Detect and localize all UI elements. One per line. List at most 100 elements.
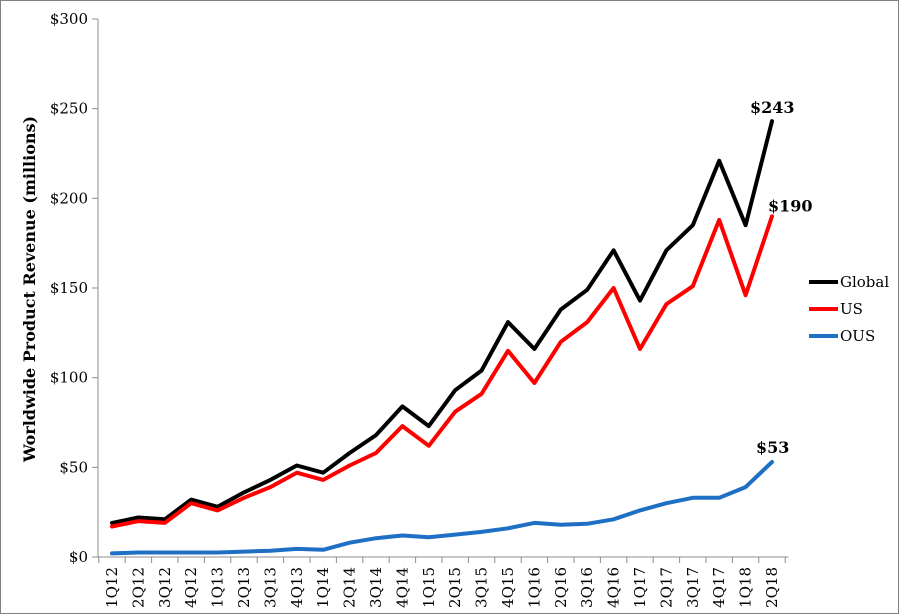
data-point [296,548,298,550]
data-point [428,536,430,539]
data-point [718,159,720,162]
data-point [560,308,562,311]
series-line-ous [110,460,774,556]
data-label-global: $243 [750,98,795,117]
data-point [533,382,536,384]
data-point [401,405,404,408]
data-point [164,551,166,554]
data-point [665,303,668,305]
series-line-us [110,214,774,529]
data-point [190,498,192,501]
x-tick-label: 2Q12 [129,567,147,608]
x-tick-label: 1Q14 [314,567,332,608]
data-point [771,461,773,463]
x-tick-label: 4Q17 [710,567,728,608]
data-point [111,525,113,528]
x-tick-label: 3Q15 [473,567,491,608]
data-point [348,464,351,467]
x-tick-label: 1Q12 [103,567,121,608]
data-point [560,523,562,526]
data-point [137,520,140,522]
x-tick-label: 3Q16 [578,567,596,608]
data-label-us: $190 [768,196,813,215]
y-tick-label: $0 [69,548,88,566]
data-point [480,369,483,372]
x-tick-label: 3Q17 [684,567,702,608]
data-point [639,348,641,350]
data-point [375,452,377,454]
data-point [243,491,245,494]
x-tick-label: 3Q13 [261,567,279,608]
x-tick-label: 4Q15 [499,567,517,608]
x-tick-label: 4Q14 [393,567,411,608]
data-point [612,287,615,289]
data-point [665,249,668,252]
data-point [216,505,219,508]
legend: Global US OUS [809,273,889,345]
data-point [771,120,773,123]
x-tick-label: 4Q12 [182,567,200,608]
y-tick-label: $300 [50,10,88,28]
series-lines [110,119,774,556]
y-tick-label: $200 [50,189,88,207]
x-tick-label: 3Q12 [156,567,174,608]
legend-label: OUS [840,327,875,345]
data-point [190,551,192,554]
legend-item-global: Global [809,273,889,291]
x-tick-label: 1Q13 [209,567,227,608]
data-point [480,393,483,395]
data-point [428,425,430,427]
data-point [269,549,272,552]
data-point [454,389,457,392]
data-point [692,224,694,227]
data-label-ous: $53 [756,438,789,457]
legend-label: Global [840,273,889,291]
data-point [771,215,773,218]
data-point [401,534,404,537]
y-tick-label: $100 [50,369,88,387]
data-point [190,502,192,505]
y-tick-label: $50 [59,458,88,476]
data-point [243,550,245,553]
data-point [243,497,245,499]
x-tick-label: 1Q15 [420,567,438,608]
x-tick-label: 1Q16 [525,567,543,608]
data-point [586,288,588,291]
data-point [533,522,536,524]
data-point [665,502,668,505]
y-tick-label: $250 [50,100,88,118]
y-axis-ticks: $0 $50 $100 $150 $200 $250 $300 [50,10,98,566]
data-point [375,537,377,539]
x-tick-label: 2Q15 [446,567,464,608]
data-point [718,219,720,221]
data-point [454,533,457,536]
data-point [348,452,351,454]
data-point [586,321,588,323]
data-point [164,518,166,521]
legend-label: US [840,300,863,318]
series-us [110,214,774,529]
x-tick-label: 3Q14 [367,567,385,608]
data-point [744,294,747,296]
data-point [322,471,325,474]
x-tick-label: 2Q17 [657,567,675,608]
data-point [507,349,509,352]
x-tick-label: 2Q18 [763,567,781,608]
data-point [507,527,509,530]
legend-item-ous: OUS [809,327,875,345]
data-point [586,523,588,525]
y-axis-title: Worldwide Product Revenue (millions) [20,116,39,463]
data-point [639,299,641,302]
data-point [375,434,377,436]
data-point [111,552,113,555]
x-tick-label: 1Q17 [631,567,649,608]
x-tick-label: 4Q16 [605,567,623,608]
data-point [692,285,694,288]
data-point [164,522,166,524]
data-point [137,551,140,554]
data-point [269,479,272,481]
data-point [507,321,509,323]
x-axis-ticks: 1Q12 2Q12 3Q12 4Q12 1Q13 2Q13 3Q13 4Q13 1Q14 2Q14… [98,557,786,608]
data-point [296,471,298,474]
data-point [216,551,219,554]
